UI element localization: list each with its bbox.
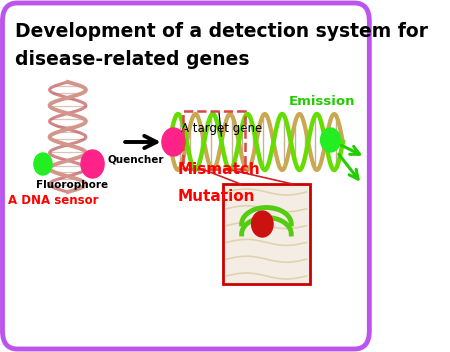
- Text: Development of a detection system for: Development of a detection system for: [15, 22, 428, 41]
- Text: disease-related genes: disease-related genes: [15, 50, 249, 69]
- Text: Emission: Emission: [289, 95, 356, 108]
- Bar: [223, 184, 310, 284]
- Text: Mutation: Mutation: [178, 189, 255, 204]
- Text: Quencher: Quencher: [108, 155, 164, 165]
- Bar: [184, 111, 245, 169]
- Text: Mismatch: Mismatch: [178, 162, 261, 177]
- Text: Fluorophore: Fluorophore: [36, 180, 108, 190]
- Circle shape: [162, 128, 185, 156]
- FancyBboxPatch shape: [3, 3, 369, 349]
- Circle shape: [320, 128, 340, 152]
- Circle shape: [81, 150, 104, 178]
- Text: A target gene: A target gene: [181, 122, 262, 135]
- Circle shape: [34, 153, 52, 175]
- Circle shape: [252, 211, 273, 237]
- Text: A DNA sensor: A DNA sensor: [9, 194, 99, 207]
